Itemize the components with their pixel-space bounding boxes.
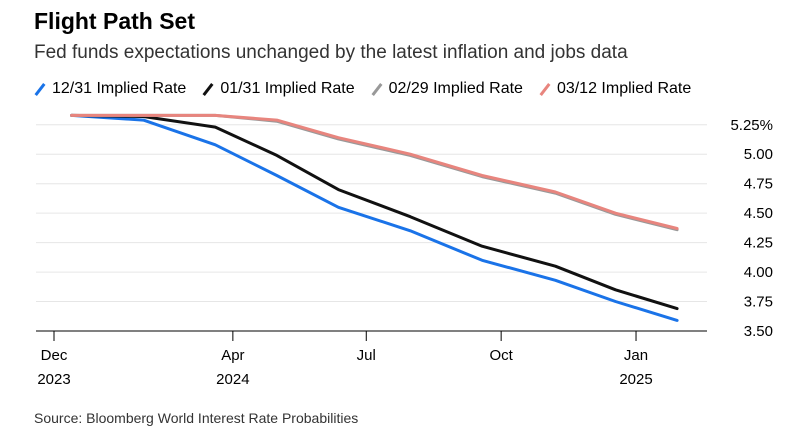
x-tick-label: Apr <box>221 347 244 364</box>
y-tick-label: 5.25% <box>730 117 773 134</box>
legend-label: 01/31 Implied Rate <box>220 80 355 97</box>
x-tick-label: Oct <box>489 347 513 364</box>
y-tick-label: 3.50 <box>744 323 773 340</box>
legend-item-03-12: 03/12 Implied Rate <box>539 80 691 98</box>
x-tick-year-label: 2023 <box>37 371 70 388</box>
chart-subtitle: Fed funds expectations unchanged by the … <box>34 42 628 63</box>
legend-label: 03/12 Implied Rate <box>556 80 692 97</box>
chart-legend: 12/31 Implied Rate 01/31 Implied Rate 02… <box>34 78 707 100</box>
legend-label: 12/31 Implied Rate <box>52 80 187 97</box>
x-tick-year-label: 2025 <box>619 371 652 388</box>
y-tick-label: 4.75 <box>744 176 773 193</box>
y-tick-label: 4.50 <box>744 205 773 222</box>
x-tick-label: Jul <box>357 347 376 364</box>
legend-item-02-29: 02/29 Implied Rate <box>371 80 523 98</box>
legend-label: 02/29 Implied Rate <box>388 80 523 97</box>
y-tick-label: 4.25 <box>744 235 773 252</box>
legend-item-01-31: 01/31 Implied Rate <box>202 80 354 98</box>
source-note: Source: Bloomberg World Interest Rate Pr… <box>34 410 359 426</box>
y-tick-label: 5.00 <box>744 146 773 163</box>
x-tick-label: Dec <box>41 347 68 364</box>
legend-item-12-31: 12/31 Implied Rate <box>34 80 186 98</box>
chart-title: Flight Path Set <box>34 8 195 34</box>
y-tick-label: 3.75 <box>744 294 773 311</box>
series-line-1 <box>70 113 679 322</box>
x-tick-year-label: 2024 <box>216 371 249 388</box>
series-line-3 <box>70 113 679 232</box>
x-tick-label: Jan <box>624 347 648 364</box>
series-line-2 <box>70 113 679 311</box>
y-tick-label: 4.00 <box>744 264 773 281</box>
series-line-4 <box>70 113 679 230</box>
